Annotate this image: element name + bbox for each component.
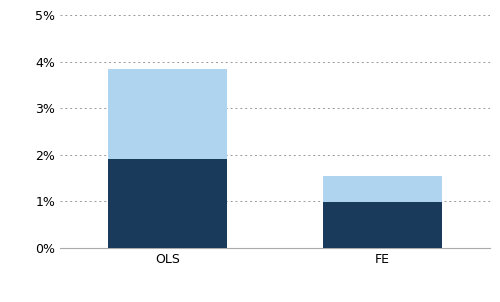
Bar: [324, 202, 442, 248]
Bar: [108, 159, 226, 248]
Bar: [108, 69, 226, 159]
Bar: [324, 176, 442, 202]
